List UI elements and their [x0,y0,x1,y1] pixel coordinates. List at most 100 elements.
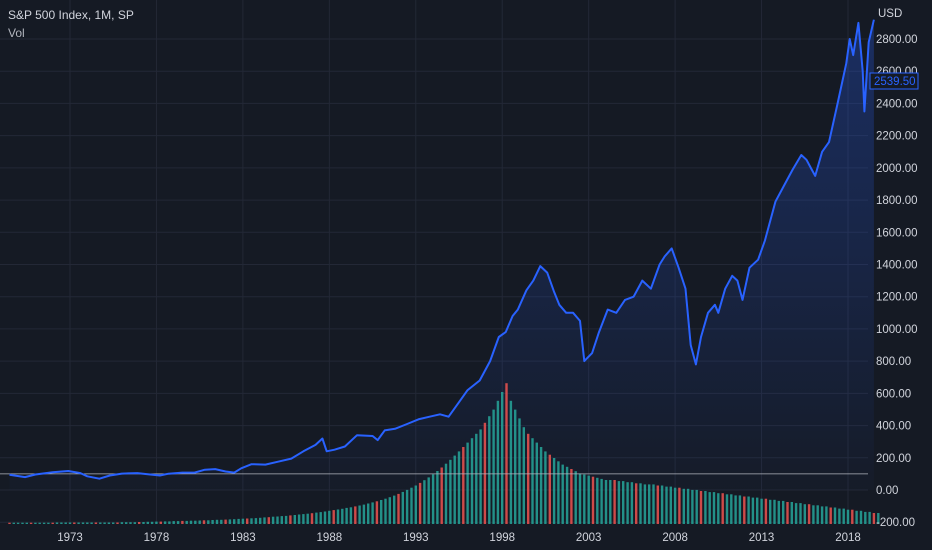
y-tick-label: 1200.00 [876,292,918,304]
volume-bar [224,519,227,524]
y-tick-label: -200.00 [876,517,915,529]
volume-bar [492,409,495,524]
volume-bar [427,477,430,524]
volume-bar [55,522,59,524]
volume-bar [829,507,832,524]
volume-bar [449,459,452,524]
volume-bar [643,484,647,524]
volume-bar [756,497,759,524]
volume-bar [855,510,858,524]
volume-bar [12,522,15,524]
volume-bar [838,508,841,524]
volume-bar [712,492,716,524]
volume-bar [557,461,560,524]
volume-bar [488,416,491,524]
volume-bar [8,522,11,524]
volume-bar [673,487,677,524]
volume-bar [233,519,236,524]
volume-bar [786,502,789,524]
volume-bar [561,464,564,524]
volume-bar [60,522,63,524]
chart-title: S&P 500 Index, 1M, SP [8,8,134,22]
volume-bar [660,485,664,524]
volume-bar [405,489,409,524]
volume-bar [436,471,439,524]
volume-bar [496,400,500,524]
x-tick-label: 2008 [662,532,688,544]
volume-bar [751,497,755,524]
volume-bar [764,498,768,524]
volume-bar [544,451,547,524]
volume-bar [358,505,361,524]
volume-bar [587,475,590,524]
volume-bar [639,483,642,524]
volume-bar [859,510,863,524]
volume-bar [103,522,106,524]
y-tick-label: 1800.00 [876,195,918,207]
volume-bar [367,503,370,524]
y-tick-label: 2000.00 [876,163,918,175]
volume-bar [116,522,119,524]
y-tick-label: 1000.00 [876,324,918,336]
volume-bar [29,522,33,524]
volume-bar [42,522,46,524]
volume-label: Vol [8,26,25,40]
volume-bar [648,484,651,524]
volume-bar [565,466,569,524]
volume-bar [280,516,283,524]
volume-bar [617,481,621,524]
volume-bar [120,522,124,524]
volume-bar [198,520,201,524]
y-tick-label: 400.00 [876,421,911,433]
volume-bar [99,522,102,524]
volume-bar [721,493,724,524]
volume-bar [176,521,180,524]
volume-bar [25,522,28,524]
volume-bar [531,438,534,524]
volume-bar [570,469,573,524]
volume-bar [414,485,417,524]
x-tick-label: 1993 [403,532,429,544]
volume-bar [172,521,175,524]
volume-bar [851,509,854,524]
volume-bar [418,482,422,524]
volume-bar [833,507,837,524]
volume-bar [86,522,89,524]
volume-bar [125,522,128,524]
volume-bar [803,504,806,524]
volume-bar [591,476,595,524]
volume-bar [868,511,871,524]
volume-bar [341,508,344,524]
volume-bar [94,522,98,524]
volume-bar [259,517,262,524]
x-tick-label: 1988 [317,532,343,544]
volume-bar [622,481,625,524]
volume-bar [271,516,275,524]
volume-bar [185,520,188,524]
volume-bar [777,500,780,524]
volume-bar [362,504,366,524]
volume-bar [297,514,301,524]
volume-bar [794,503,798,524]
price-area-fill [9,19,874,490]
volume-bar [77,522,80,524]
volume-bar [393,495,396,524]
y-tick-label: 1600.00 [876,227,918,239]
volume-bar [877,513,880,524]
volume-bar [319,512,322,524]
volume-bar [514,409,517,524]
volume-bar [328,510,331,524]
volume-bar [505,383,508,524]
volume-bar [34,522,37,524]
volume-bar [669,486,672,524]
volume-bar [738,495,742,524]
volume-bar [682,488,685,524]
volume-bar [656,485,659,524]
volume-bar [211,520,214,524]
volume-bar [388,497,391,524]
volume-bar [704,491,707,524]
y-tick-label: 800.00 [876,356,911,368]
volume-bar [146,521,149,524]
volume-bars [8,383,880,524]
